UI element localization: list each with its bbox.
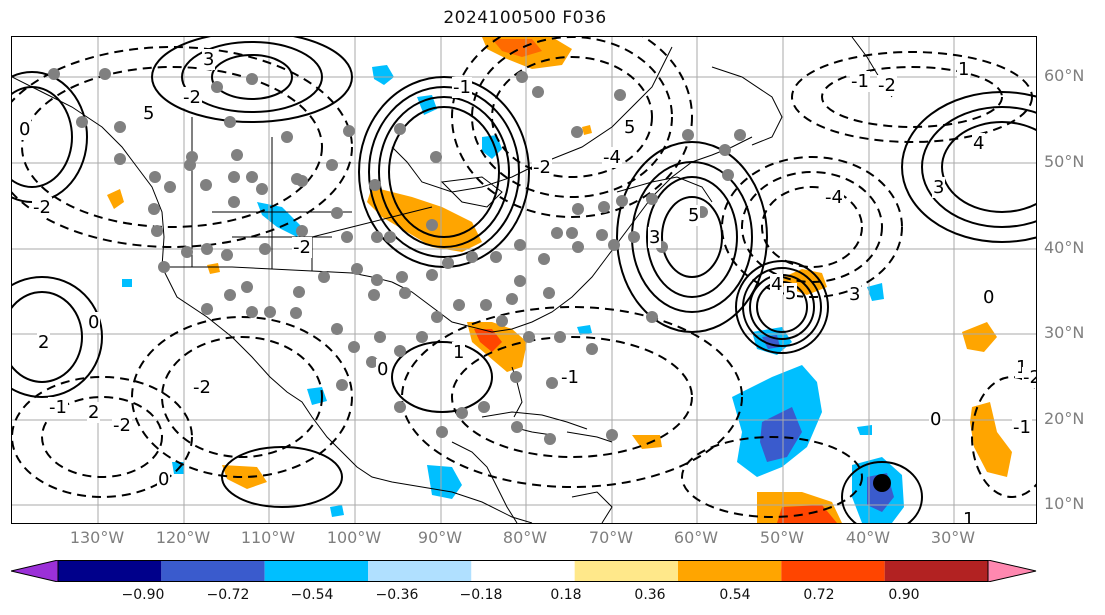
lon-label-80w: 80°W (502, 528, 548, 547)
contour-label: 4 (972, 133, 986, 154)
lat-label-20n: 20°N (1044, 409, 1085, 428)
contour-label: 3 (848, 284, 862, 305)
contour-label: 0 (18, 119, 32, 140)
lon-label-40w: 40°W (845, 528, 891, 547)
contour-label: 5 (623, 117, 637, 138)
contour-label: 0 (87, 312, 101, 333)
colorbar-extend-high (987, 560, 1037, 582)
contours-dashed (12, 37, 1036, 518)
contour-label: 5 (142, 103, 156, 124)
lat-label-60n: 60°N (1044, 66, 1085, 85)
colorbar-frame (57, 560, 989, 582)
lon-label-90w: 90°W (417, 528, 463, 547)
colorbar-segment (161, 560, 265, 582)
colorbar-tick-label: 0.18 (550, 587, 582, 603)
contour-label: -2 (182, 87, 202, 108)
station-markers (48, 68, 746, 445)
contour-label: 1 (962, 509, 976, 523)
lon-label-60w: 60°W (673, 528, 719, 547)
colorbar-segment (368, 560, 472, 582)
coastlines (12, 37, 893, 523)
colorbar-tick-label: −0.36 (375, 587, 419, 603)
colorbar-tick-label: 0.90 (888, 587, 920, 603)
map-canvas (12, 37, 1036, 523)
contour-label: -2 (292, 237, 312, 258)
shaded-fields (107, 37, 1012, 523)
colorbar-extend-low (11, 560, 59, 582)
contour-label: -4 (602, 147, 622, 168)
contour-label: 3 (202, 49, 216, 70)
contour-label: -2 (1022, 367, 1036, 388)
contour-label: 0 (376, 359, 390, 380)
contour-label: 0 (929, 409, 943, 430)
contour-label: 4 (770, 274, 784, 295)
contour-label: -2 (192, 377, 212, 398)
contour-label: 1 (957, 59, 971, 80)
colorbar-segment (58, 560, 162, 582)
colorbar-tick-label: −0.72 (206, 587, 250, 603)
colorbar-segment (264, 560, 368, 582)
contour-label: -1 (48, 397, 68, 418)
contour-label: -1 (1012, 417, 1032, 438)
lon-label-50w: 50°W (759, 528, 805, 547)
map-panel: 3 -2 0 5 -2 -1 5 -4 -2 -2 2 0 -2 1 2 -2 … (11, 36, 1037, 524)
lon-label-120w: 120°W (155, 528, 211, 547)
contour-label: 1 (452, 342, 466, 363)
contour-label: 2 (87, 402, 101, 423)
colorbar-segment (781, 560, 885, 582)
lon-label-130w: 130°W (69, 528, 125, 547)
map-title: 2024100500 F036 (443, 8, 607, 28)
colorbar-tick-label: −0.90 (121, 587, 165, 603)
contour-label: 5 (784, 283, 798, 304)
contour-label: -2 (32, 197, 52, 218)
contour-label: 0 (157, 469, 171, 490)
highlight-marker (873, 474, 891, 492)
colorbar-tick-label: 0.72 (803, 587, 835, 603)
contour-label: 5 (687, 205, 701, 226)
colorbar-segment (884, 560, 988, 582)
colorbar-segment (678, 560, 782, 582)
contour-label: -1 (452, 77, 472, 98)
contour-label: 2 (37, 332, 51, 353)
lon-label-100w: 100°W (326, 528, 382, 547)
contour-label: 3 (932, 177, 946, 198)
contour-label: -4 (824, 187, 844, 208)
contour-label: 3 (648, 227, 662, 248)
contour-label: -1 (560, 367, 580, 388)
colorbar (11, 560, 1037, 582)
lat-label-50n: 50°N (1044, 152, 1085, 171)
lon-label-110w: 110°W (240, 528, 296, 547)
colorbar-tick-label: 0.36 (634, 587, 666, 603)
lon-label-30w: 30°W (930, 528, 976, 547)
contour-label: -2 (877, 75, 897, 96)
lat-label-40n: 40°N (1044, 238, 1085, 257)
contour-label: -2 (532, 157, 552, 178)
lat-label-30n: 30°N (1044, 323, 1085, 342)
contour-label: -1 (850, 71, 870, 92)
colorbar-tick-label: 0.54 (719, 587, 751, 603)
lat-label-10n: 10°N (1044, 494, 1085, 513)
contour-label: 0 (982, 287, 996, 308)
colorbar-segment (574, 560, 678, 582)
contour-label: -2 (112, 415, 132, 436)
colorbar-tick-label: −0.18 (459, 587, 503, 603)
lon-label-70w: 70°W (588, 528, 634, 547)
colorbar-segment (471, 560, 575, 582)
colorbar-tick-label: −0.54 (290, 587, 334, 603)
